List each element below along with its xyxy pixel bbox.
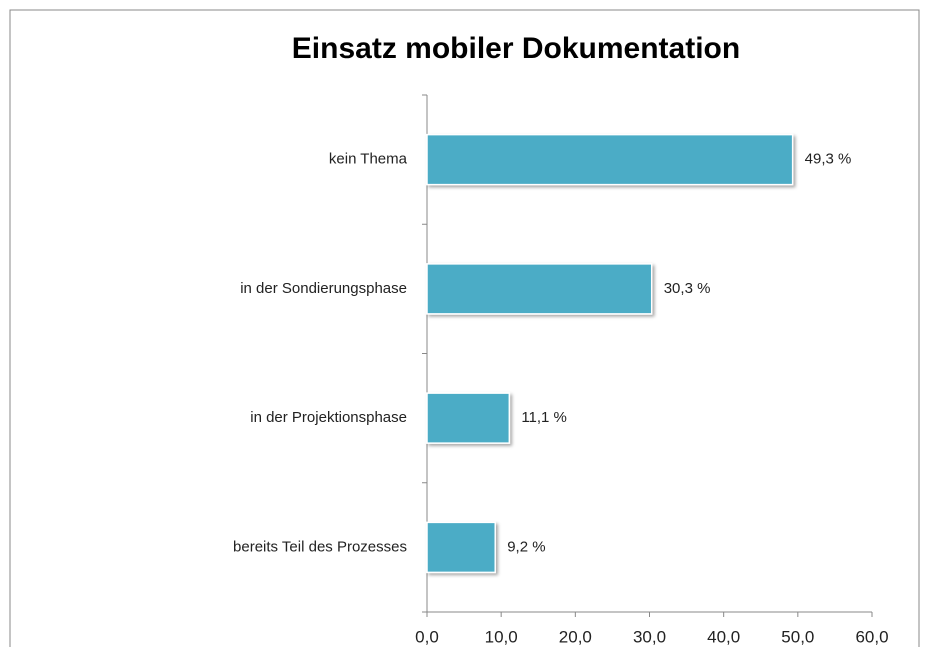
x-tick-label: 0,0 [415,627,439,646]
data-label: 11,1 % [521,409,567,426]
bar [426,133,794,186]
data-label: 30,3 % [664,280,711,297]
data-label: 49,3 % [805,151,852,168]
data-label: 9,2 % [507,538,545,555]
x-tick-label: 50,0 [781,627,814,646]
y-tick-label: in der Sondierungsphase [240,280,407,297]
chart-title: Einsatz mobiler Dokumentation [292,32,740,65]
x-tick-label: 10,0 [485,627,518,646]
x-tick-label: 40,0 [707,627,740,646]
bar [426,392,511,444]
x-tick-label: 30,0 [633,627,666,646]
bar [426,521,496,574]
y-tick-label: bereits Teil des Prozesses [233,538,407,555]
bar [426,263,653,315]
y-tick-label: in der Projektionsphase [250,409,407,426]
y-tick-label: kein Thema [329,151,408,168]
x-tick-label: 20,0 [559,627,592,646]
x-tick-label: 60,0 [855,627,888,646]
